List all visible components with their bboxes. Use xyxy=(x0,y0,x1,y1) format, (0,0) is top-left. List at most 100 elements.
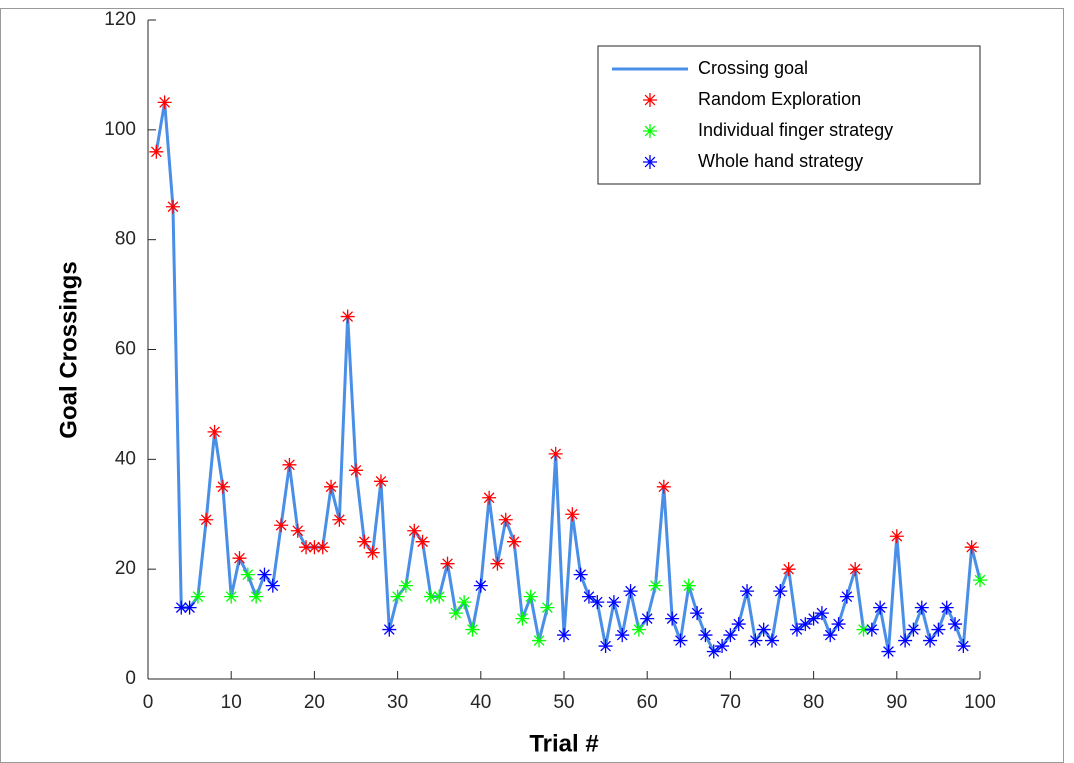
marker xyxy=(482,490,497,505)
x-tick-label: 60 xyxy=(637,692,658,713)
marker xyxy=(407,523,422,538)
marker xyxy=(573,567,588,582)
marker xyxy=(848,562,863,577)
marker xyxy=(382,622,397,637)
legend-label: Individual finger strategy xyxy=(698,120,893,140)
marker xyxy=(557,628,571,643)
marker xyxy=(948,617,963,632)
x-tick-label: 90 xyxy=(886,692,907,713)
marker xyxy=(789,622,804,637)
marker xyxy=(398,578,413,593)
x-tick-label: 80 xyxy=(803,692,824,713)
marker xyxy=(873,600,888,615)
x-tick-label: 0 xyxy=(143,692,154,713)
marker xyxy=(831,617,846,632)
marker xyxy=(740,584,755,599)
marker xyxy=(906,622,921,637)
marker xyxy=(357,534,372,549)
marker xyxy=(823,628,838,643)
y-axis-label: Goal Crossings xyxy=(55,261,82,438)
marker xyxy=(249,589,264,604)
marker xyxy=(215,479,230,494)
data-line xyxy=(154,100,982,654)
marker xyxy=(814,606,829,621)
marker xyxy=(165,199,180,214)
marker xyxy=(324,479,339,494)
marker xyxy=(498,512,513,527)
marker xyxy=(232,551,247,566)
marker xyxy=(490,556,505,571)
marker xyxy=(548,446,563,461)
marker xyxy=(349,463,363,478)
marker xyxy=(274,518,289,533)
marker xyxy=(265,578,280,593)
marker xyxy=(798,617,813,632)
marker xyxy=(640,611,655,626)
marker xyxy=(839,589,854,604)
marker xyxy=(806,611,821,626)
legend-swatch xyxy=(643,124,657,138)
marker xyxy=(149,144,164,159)
marker xyxy=(224,589,239,604)
marker xyxy=(973,573,987,588)
marker xyxy=(881,644,896,659)
x-axis-label: Trial # xyxy=(529,730,598,757)
marker xyxy=(606,595,621,610)
marker xyxy=(415,534,430,549)
marker xyxy=(507,534,522,549)
marker xyxy=(182,600,197,615)
marker xyxy=(199,512,214,527)
marker xyxy=(207,424,222,439)
marker xyxy=(615,628,630,643)
marker xyxy=(723,628,738,643)
marker xyxy=(515,611,530,626)
marker xyxy=(923,633,938,648)
y-tick-label: 60 xyxy=(115,339,136,360)
marker xyxy=(465,622,480,637)
marker xyxy=(423,589,438,604)
y-tick-label: 0 xyxy=(125,668,136,689)
legend-label: Whole hand strategy xyxy=(698,151,863,171)
legend-label: Random Exploration xyxy=(698,89,861,109)
y-tick-label: 120 xyxy=(104,9,136,30)
marker xyxy=(540,600,555,615)
x-tick-label: 10 xyxy=(221,692,242,713)
marker xyxy=(257,567,272,582)
y-tick-label: 100 xyxy=(104,119,136,140)
marker xyxy=(856,622,871,637)
marker xyxy=(299,540,314,555)
marker xyxy=(432,589,447,604)
marker xyxy=(581,589,596,604)
marker xyxy=(473,578,488,593)
marker xyxy=(773,584,788,599)
legend-swatch xyxy=(643,155,657,169)
marker xyxy=(681,578,696,593)
x-tick-label: 50 xyxy=(553,692,574,713)
x-tick-label: 40 xyxy=(470,692,491,713)
marker xyxy=(939,600,954,615)
marker xyxy=(282,457,297,472)
marker xyxy=(190,589,205,604)
marker xyxy=(623,584,638,599)
marker xyxy=(889,529,904,544)
marker xyxy=(373,474,388,489)
marker xyxy=(598,639,613,654)
marker xyxy=(756,622,771,637)
marker xyxy=(390,589,405,604)
marker xyxy=(590,595,605,610)
marker xyxy=(731,617,746,632)
y-tick-label: 20 xyxy=(115,558,136,579)
legend-label: Crossing goal xyxy=(698,58,808,78)
marker xyxy=(864,622,879,637)
marker xyxy=(656,479,671,494)
marker xyxy=(340,309,355,324)
marker xyxy=(565,507,580,522)
marker xyxy=(631,622,646,637)
marker xyxy=(673,633,688,648)
marker xyxy=(914,600,929,615)
marker xyxy=(457,595,472,610)
marker xyxy=(898,633,913,648)
marker xyxy=(290,523,305,538)
marker xyxy=(665,611,680,626)
